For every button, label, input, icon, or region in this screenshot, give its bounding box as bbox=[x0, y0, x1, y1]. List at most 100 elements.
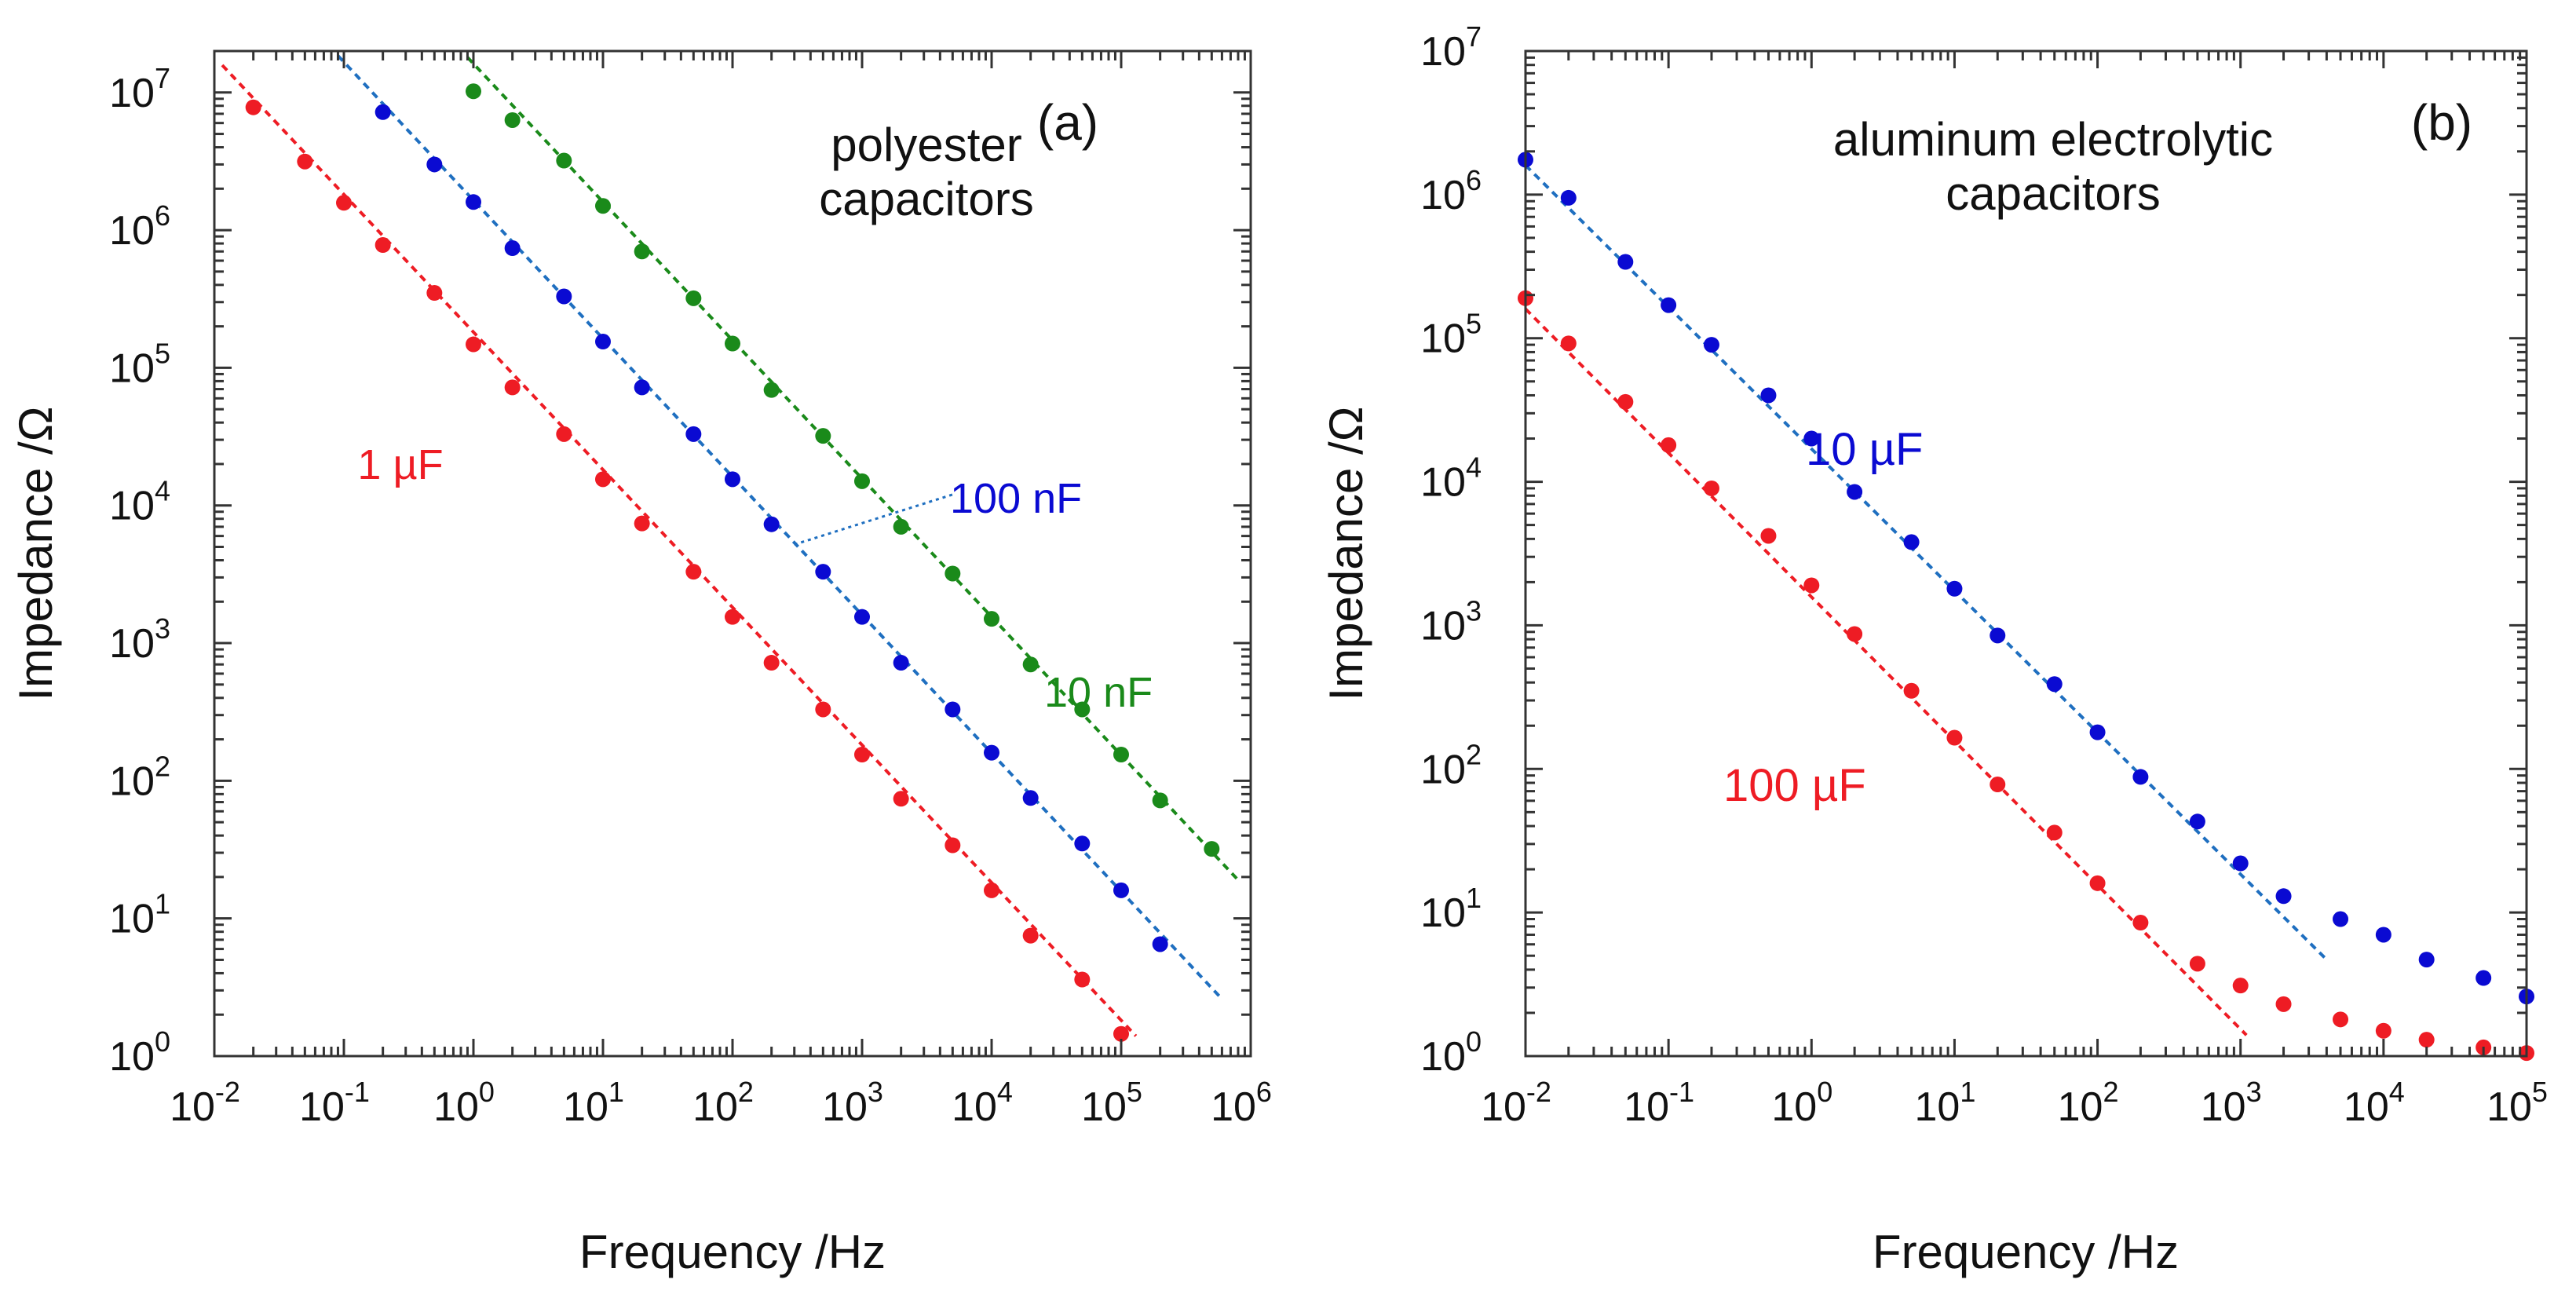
b-x-tick-label: 104 bbox=[2344, 1076, 2405, 1130]
b-point-100-f bbox=[2132, 915, 2149, 931]
b-y-tick-label: 102 bbox=[1420, 738, 1482, 792]
a-point-10-nf bbox=[725, 335, 740, 352]
b-point-100-f bbox=[2418, 1032, 2435, 1048]
b-panel-label: (b) bbox=[2411, 94, 2472, 151]
b-point-10-f bbox=[2418, 952, 2435, 968]
a-point-1-f bbox=[375, 237, 391, 254]
b-x-tick-label: 10-2 bbox=[1481, 1076, 1551, 1130]
a-point-1-f bbox=[763, 655, 780, 671]
b-y-tick-label: 101 bbox=[1420, 882, 1482, 936]
b-point-10-f bbox=[1661, 297, 1677, 313]
a-point-1-f bbox=[945, 837, 961, 854]
a-point-100-nf bbox=[945, 701, 961, 718]
a-y-tick-label: 103 bbox=[109, 612, 170, 667]
b-point-10-f bbox=[2333, 911, 2349, 927]
a-point-100-nf bbox=[1152, 936, 1168, 952]
a-point-100-nf bbox=[685, 426, 702, 442]
b-point-10-f bbox=[1847, 484, 1863, 500]
b-annotation-100uf: 100 µF bbox=[1723, 760, 1866, 811]
a-point-10-nf bbox=[1074, 701, 1091, 718]
a-point-100-nf bbox=[1022, 790, 1039, 806]
b-data-points bbox=[1518, 152, 2534, 1062]
a-fit-line-1-f bbox=[221, 64, 1138, 1037]
b-point-10-f bbox=[2089, 724, 2106, 740]
a-y-tick-label: 106 bbox=[109, 199, 170, 254]
b-point-10-f bbox=[1946, 580, 1963, 597]
a-point-1-f bbox=[893, 791, 909, 807]
b-point-100-f bbox=[1803, 577, 1820, 594]
a-point-100-nf bbox=[893, 655, 909, 671]
a-point-1-f bbox=[634, 515, 650, 532]
b-point-100-f bbox=[2089, 875, 2106, 891]
a-leader-line-100-nf bbox=[794, 493, 953, 546]
b-plot-frame bbox=[1524, 49, 2528, 1058]
b-point-100-f bbox=[1847, 626, 1863, 642]
a-point-100-nf bbox=[984, 744, 999, 761]
b-fit-lines bbox=[1526, 164, 2328, 1036]
b-x-tick-label: 103 bbox=[2201, 1076, 2262, 1130]
b-point-100-f bbox=[2275, 996, 2292, 1012]
a-x-tick-label: 100 bbox=[433, 1076, 495, 1130]
a-x-tick-label: 105 bbox=[1081, 1076, 1142, 1130]
a-point-10-nf bbox=[854, 473, 870, 489]
b-y-tick-label: 107 bbox=[1420, 20, 1482, 75]
a-point-10-nf bbox=[595, 198, 611, 214]
a-point-100-nf bbox=[763, 516, 780, 532]
a-point-1-f bbox=[1113, 1025, 1129, 1042]
a-fit-line-100-nf bbox=[336, 54, 1223, 1000]
a-y-tick-label: 101 bbox=[109, 888, 170, 942]
a-fit-lines bbox=[221, 54, 1240, 1037]
a-point-1-f bbox=[245, 99, 261, 115]
a-x-tick-label: 10-2 bbox=[170, 1076, 240, 1130]
a-point-100-nf bbox=[1074, 835, 1091, 852]
b-point-100-f bbox=[1903, 682, 1920, 699]
b-annotation-10uf: 10 µF bbox=[1806, 424, 1923, 475]
a-point-10-nf bbox=[504, 111, 521, 128]
b-point-10-f bbox=[2132, 769, 2149, 785]
a-title-line: capacitors bbox=[819, 173, 1033, 225]
b-title-line: aluminum electrolytic bbox=[1833, 113, 2273, 166]
a-point-100-nf bbox=[725, 471, 740, 488]
b-point-100-f bbox=[1617, 393, 1634, 410]
a-point-1-f bbox=[685, 564, 702, 580]
a-point-10-nf bbox=[1152, 792, 1168, 809]
b-x-tick-label: 102 bbox=[2058, 1076, 2119, 1130]
a-annotation-10nf: 10 nF bbox=[1044, 669, 1153, 716]
a-point-100-nf bbox=[466, 194, 481, 210]
a-point-10-nf bbox=[466, 83, 481, 100]
a-x-tick-label: 106 bbox=[1211, 1076, 1272, 1130]
b-tick-labels: 10-2 10-1 100 101 102 103 104 105 100 101 102 103 10… bbox=[1420, 20, 2548, 1130]
a-point-10-nf bbox=[763, 382, 780, 398]
b-point-100-f bbox=[1946, 729, 1963, 746]
a-point-10-nf bbox=[1022, 656, 1039, 673]
a-point-10-nf bbox=[1113, 746, 1129, 762]
b-point-100-f bbox=[1760, 528, 1777, 544]
a-panel-label: (a) bbox=[1037, 94, 1098, 151]
a-x-axis-label: Frequency /Hz bbox=[579, 1226, 886, 1278]
panel-b: 10-2 10-1 100 101 102 103 104 105 100 101 102 103 10… bbox=[1320, 20, 2548, 1278]
a-point-100-nf bbox=[556, 288, 572, 305]
b-point-10-f bbox=[2232, 855, 2249, 872]
a-point-100-nf bbox=[426, 156, 443, 173]
b-chart-title: aluminum electrolytic capacitors bbox=[1833, 113, 2273, 220]
a-point-1-f bbox=[725, 609, 740, 625]
a-point-10-nf bbox=[984, 611, 999, 627]
a-point-10-nf bbox=[634, 243, 650, 260]
b-point-10-f bbox=[2476, 970, 2492, 986]
a-axis-ticks bbox=[213, 49, 1252, 1058]
a-x-tick-label: 103 bbox=[822, 1076, 883, 1130]
a-x-tick-label: 102 bbox=[692, 1076, 754, 1130]
a-point-100-nf bbox=[1113, 882, 1129, 898]
b-y-tick-label: 105 bbox=[1420, 308, 1482, 362]
b-x-axis-label: Frequency /Hz bbox=[1873, 1226, 2179, 1278]
a-point-100-nf bbox=[854, 609, 870, 625]
b-x-tick-label: 101 bbox=[1914, 1076, 1975, 1130]
b-point-100-f bbox=[2232, 978, 2249, 994]
a-x-tick-label: 101 bbox=[563, 1076, 624, 1130]
b-y-tick-label: 104 bbox=[1420, 451, 1482, 506]
a-annotation-1uf: 1 µF bbox=[357, 441, 443, 488]
a-point-10-nf bbox=[893, 518, 909, 535]
a-point-100-nf bbox=[815, 564, 831, 580]
a-point-1-f bbox=[504, 379, 521, 396]
